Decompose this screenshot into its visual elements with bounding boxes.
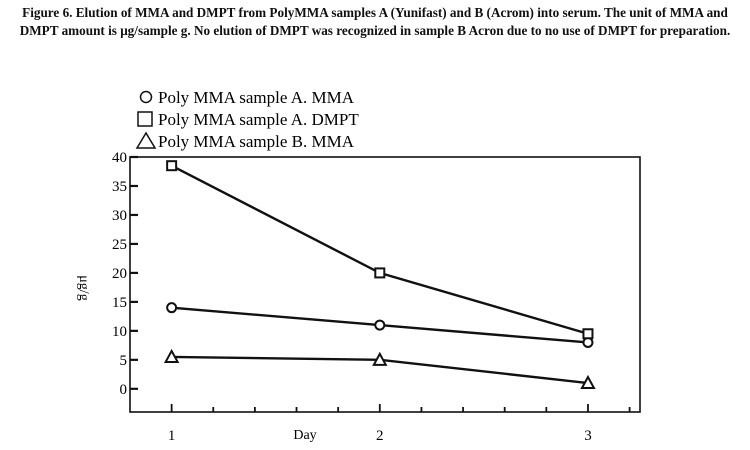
legend-circle-icon [139,90,153,104]
legend-label: Poly MMA sample B. MMA [158,132,355,151]
series-layer [163,160,596,390]
legend-label: Poly MMA sample A. DMPT [158,110,359,129]
y-tick-label: 0 [120,382,128,398]
square-marker [166,160,178,172]
legend-square-icon [137,111,153,127]
series-poly-mma-sample-b-mma [163,348,596,390]
series-poly-mma-sample-a-dmpt [166,160,594,340]
y-tick-label: 40 [112,150,127,166]
legend: Poly MMA sample A. MMA Poly MMA sample A.… [135,88,359,151]
square-marker [374,267,386,279]
legend-label: Poly MMA sample A. MMA [158,88,355,107]
legend-triangle-icon [135,131,157,149]
x-axis-label: Day [293,428,316,443]
x-tick-label: 2 [376,428,384,444]
y-tick-label: 15 [112,295,127,311]
triangle-marker [163,348,180,363]
square-marker [582,328,594,340]
y-axis-label: μg/g [76,275,91,300]
series-line [171,164,589,335]
y-tick-label: 5 [120,353,128,369]
y-axis: 0 5 10 15 20 25 30 35 40 [112,150,138,398]
legend-item: Poly MMA sample A. MMA [139,88,355,107]
circle-marker [582,336,594,348]
y-tick-label: 30 [112,208,127,224]
triangle-marker [372,351,388,366]
plot-area [129,156,641,413]
y-tick-label: 10 [112,324,127,340]
y-tick-label: 25 [112,237,127,253]
y-tick-label: 35 [112,179,127,195]
x-axis: 1 2 3 [168,404,631,444]
x-tick-label: 3 [584,428,592,444]
circle-marker [166,302,178,314]
triangle-marker [580,374,596,390]
legend-item: Poly MMA sample B. MMA [135,131,355,151]
legend-item: Poly MMA sample A. DMPT [137,110,359,129]
figure-caption: Figure 6. Elution of MMA and DMPT from P… [19,5,731,38]
circle-marker [374,319,386,331]
plot-frame [129,156,641,413]
series-poly-mma-sample-a-mma [166,302,594,348]
y-tick-label: 20 [112,266,127,282]
x-tick-label: 1 [168,428,176,444]
